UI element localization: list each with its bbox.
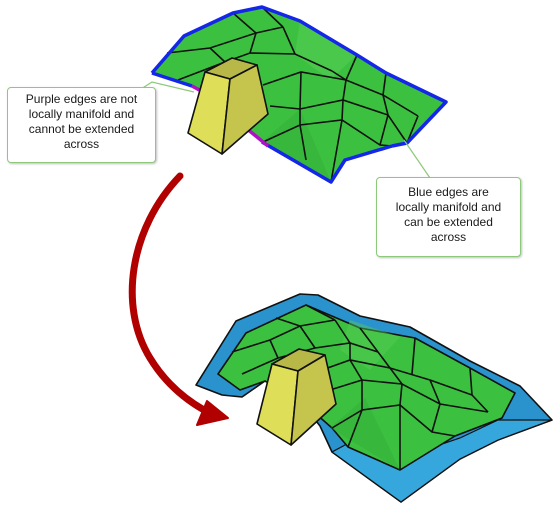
arrow-shaft xyxy=(128,172,208,414)
extended-surface-grid xyxy=(231,304,489,470)
callout-line: Blue edges are xyxy=(408,185,489,199)
arrow-head xyxy=(196,400,229,426)
original-surface xyxy=(150,5,448,184)
callout-line: across xyxy=(430,230,467,244)
purple-edges-callout: Purple edges are not locally manifold an… xyxy=(7,87,156,163)
blue-edges-callout: Blue edges are locally manifold and can … xyxy=(376,177,521,257)
original-surface-grid xyxy=(166,6,419,183)
extended-surface xyxy=(195,293,553,503)
block-side-face xyxy=(290,354,337,446)
manifold-edge-front xyxy=(261,140,393,184)
original-block xyxy=(187,57,269,155)
callout-line: locally manifold and xyxy=(28,107,135,121)
manifold-edge-left xyxy=(151,71,193,88)
blue-callout-leader xyxy=(403,139,431,179)
callout-line: Purple edges are not xyxy=(25,92,138,106)
callout-line: across xyxy=(63,137,100,151)
original-surface-fill xyxy=(152,7,446,182)
purple-callout-leader xyxy=(140,81,195,93)
transition-arrow xyxy=(128,172,229,426)
callout-line: can be extended xyxy=(404,215,493,229)
extended-block xyxy=(256,348,337,446)
callout-line: cannot be extended xyxy=(28,122,135,136)
callout-line: locally manifold and xyxy=(395,200,502,214)
callout-leaders xyxy=(140,81,431,179)
block-side-face xyxy=(221,64,269,155)
manifold-edge-back xyxy=(150,5,448,148)
